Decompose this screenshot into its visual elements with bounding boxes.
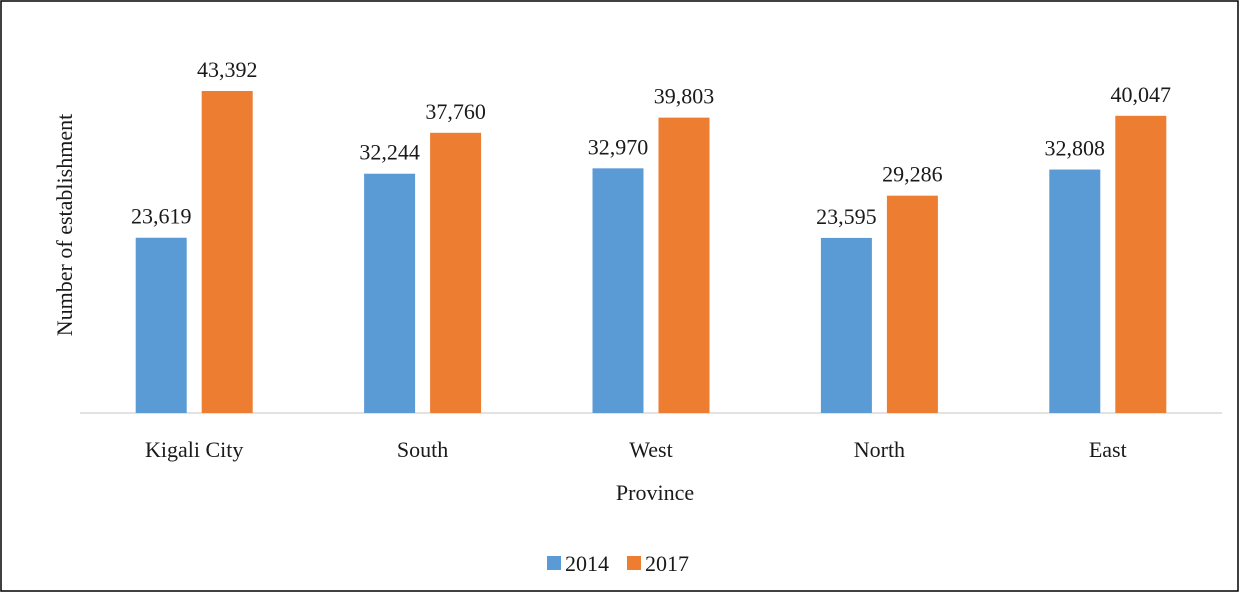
bar [592,168,644,413]
data-label: 32,970 [588,134,649,159]
bar [1049,169,1101,413]
data-label: 23,619 [131,204,192,229]
bar [201,91,253,413]
data-label: 32,808 [1045,136,1106,161]
legend-label: 2014 [565,551,609,576]
bar [820,237,872,413]
y-axis-title: Number of establishment [52,114,77,336]
legend-label: 2017 [645,551,689,576]
data-label: 43,392 [197,57,258,82]
x-tick-label: Kigali City [145,437,243,462]
data-label: 32,244 [359,140,420,165]
legend-swatch [627,556,641,570]
x-tick-label: North [854,437,905,462]
bar [430,132,482,413]
data-label: 37,760 [425,99,486,124]
bar [1115,115,1167,413]
data-label: 23,595 [816,204,877,229]
bar [886,195,938,413]
x-tick-label: West [629,437,672,462]
data-label: 40,047 [1111,82,1172,107]
x-axis-title: Province [616,480,694,505]
x-tick-label: South [397,437,448,462]
bar [658,117,710,414]
bar [135,237,187,413]
data-label: 39,803 [654,84,715,109]
data-label: 29,286 [882,162,943,187]
legend-swatch [547,556,561,570]
x-tick-label: East [1089,437,1127,462]
bar [364,173,416,413]
